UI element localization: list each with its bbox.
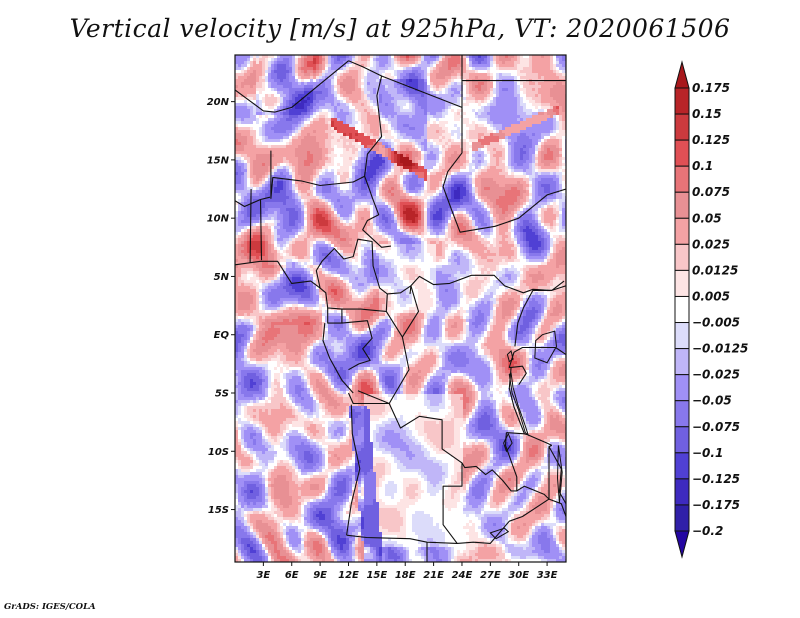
border-line	[235, 60, 349, 113]
lake-outline	[489, 527, 510, 540]
border-line	[235, 196, 271, 208]
border-line	[259, 199, 263, 261]
border-line	[346, 390, 463, 544]
colorbar-label: 0.1	[692, 159, 713, 173]
colorbar-cell	[674, 87, 690, 115]
lake-outline	[556, 445, 563, 503]
y-tick-label: 15N	[207, 155, 230, 166]
y-tick-label: 10N	[207, 214, 230, 225]
colorbar: 0.175 0.15 0.125 0.1 0.075 0.05 0.025 0.0125 0.0…	[674, 60, 748, 559]
border-line	[461, 432, 518, 492]
y-tick-label: 5S	[215, 389, 229, 400]
y-axis: 20N 15N 10N 5N EQ 5S 10S 15S	[207, 97, 235, 516]
colorbar-cell	[674, 400, 690, 428]
x-tick-label: 30E	[508, 570, 529, 581]
colorbar-label: 0.0125	[692, 263, 738, 277]
grads-credit: GrADS: IGES/COLA	[4, 602, 96, 612]
border-line	[457, 498, 550, 544]
border-line	[249, 188, 252, 263]
lake-outline	[506, 350, 514, 363]
border-line	[341, 320, 373, 371]
colorbar-cell	[674, 243, 690, 271]
colorbar-label: −0.025	[692, 368, 740, 382]
x-tick-label: 24E	[452, 570, 473, 581]
border-line	[506, 432, 525, 435]
colorbar-label: 0.15	[692, 107, 722, 121]
x-tick-label: 18E	[395, 570, 416, 581]
border-line	[548, 446, 566, 504]
colorbar-cell	[674, 478, 690, 506]
colorbar-label: −0.175	[692, 498, 740, 512]
y-tick-label: EQ	[214, 330, 230, 341]
colorbar-cell	[674, 348, 690, 376]
border-line	[548, 498, 566, 517]
colorbar-label: −0.05	[692, 394, 732, 408]
lake-outline	[534, 330, 558, 364]
border-line	[409, 285, 412, 294]
colorbar-cell	[674, 165, 690, 193]
border-line	[322, 323, 354, 394]
border-line	[235, 260, 321, 289]
colorbar-label: −0.125	[692, 472, 740, 486]
x-tick-label: 21E	[423, 570, 444, 581]
y-tick-label: 5N	[214, 272, 230, 283]
colorbar-label: 0.05	[692, 211, 722, 225]
y-tick-label: 20N	[207, 97, 230, 108]
border-line	[270, 150, 365, 199]
border-line	[514, 280, 565, 347]
colorbar-label: 0.075	[692, 185, 730, 199]
border-line	[315, 238, 388, 312]
x-tick-label: 3E	[256, 570, 270, 581]
x-tick-label: 15E	[366, 570, 387, 581]
border-line	[347, 311, 410, 405]
x-tick-label: 27E	[480, 570, 501, 581]
colorbar-label: 0.005	[692, 289, 730, 303]
chart-title: Vertical velocity [m/s] at 925hPa, VT: 2…	[69, 14, 731, 43]
border-line	[401, 285, 420, 338]
colorbar-label: −0.1	[692, 446, 723, 460]
colorbar-extend-max	[674, 60, 690, 89]
y-tick-label: 10S	[208, 447, 229, 458]
colorbar-cell	[674, 191, 690, 219]
border-line	[513, 346, 566, 355]
x-axis: 3E 6E 9E 12E 15E 18E 21E 24E 27E 30E 33E	[256, 562, 558, 581]
colorbar-label: −0.075	[692, 420, 740, 434]
colorbar-cell	[674, 374, 690, 402]
colorbar-cell	[674, 139, 690, 167]
x-tick-label: 12E	[338, 570, 359, 581]
border-line	[508, 352, 527, 386]
velocity-field	[235, 55, 566, 562]
colorbar-label: 0.025	[692, 237, 730, 251]
colorbar-cell	[674, 217, 690, 245]
colorbar-cell	[674, 452, 690, 480]
colorbar-extend-min	[674, 530, 690, 559]
colorbar-label: 0.125	[692, 133, 730, 147]
map-frame	[234, 54, 567, 563]
border-line	[327, 307, 343, 324]
border-line	[348, 60, 463, 108]
x-tick-label: 33E	[537, 570, 558, 581]
x-tick-label: 9E	[313, 570, 327, 581]
colorbar-label: −0.005	[692, 316, 740, 330]
border-line	[442, 55, 566, 233]
colorbar-cell	[674, 322, 690, 350]
colorbar-cell	[674, 504, 690, 532]
border-line	[362, 75, 392, 248]
lake-outline	[503, 432, 513, 453]
colorbar-label: −0.2	[692, 524, 723, 538]
lake-outline	[508, 372, 530, 437]
colorbar-cell	[674, 113, 690, 141]
colorbar-cell	[674, 426, 690, 454]
y-tick-label: 15S	[208, 505, 229, 516]
colorbar-label: −0.0125	[692, 342, 748, 356]
colorbar-label: 0.175	[692, 81, 730, 95]
country-borders	[235, 55, 566, 562]
colorbar-cell	[674, 269, 690, 297]
border-line	[346, 404, 361, 536]
x-tick-label: 6E	[285, 570, 299, 581]
colorbar-cell	[674, 295, 690, 324]
